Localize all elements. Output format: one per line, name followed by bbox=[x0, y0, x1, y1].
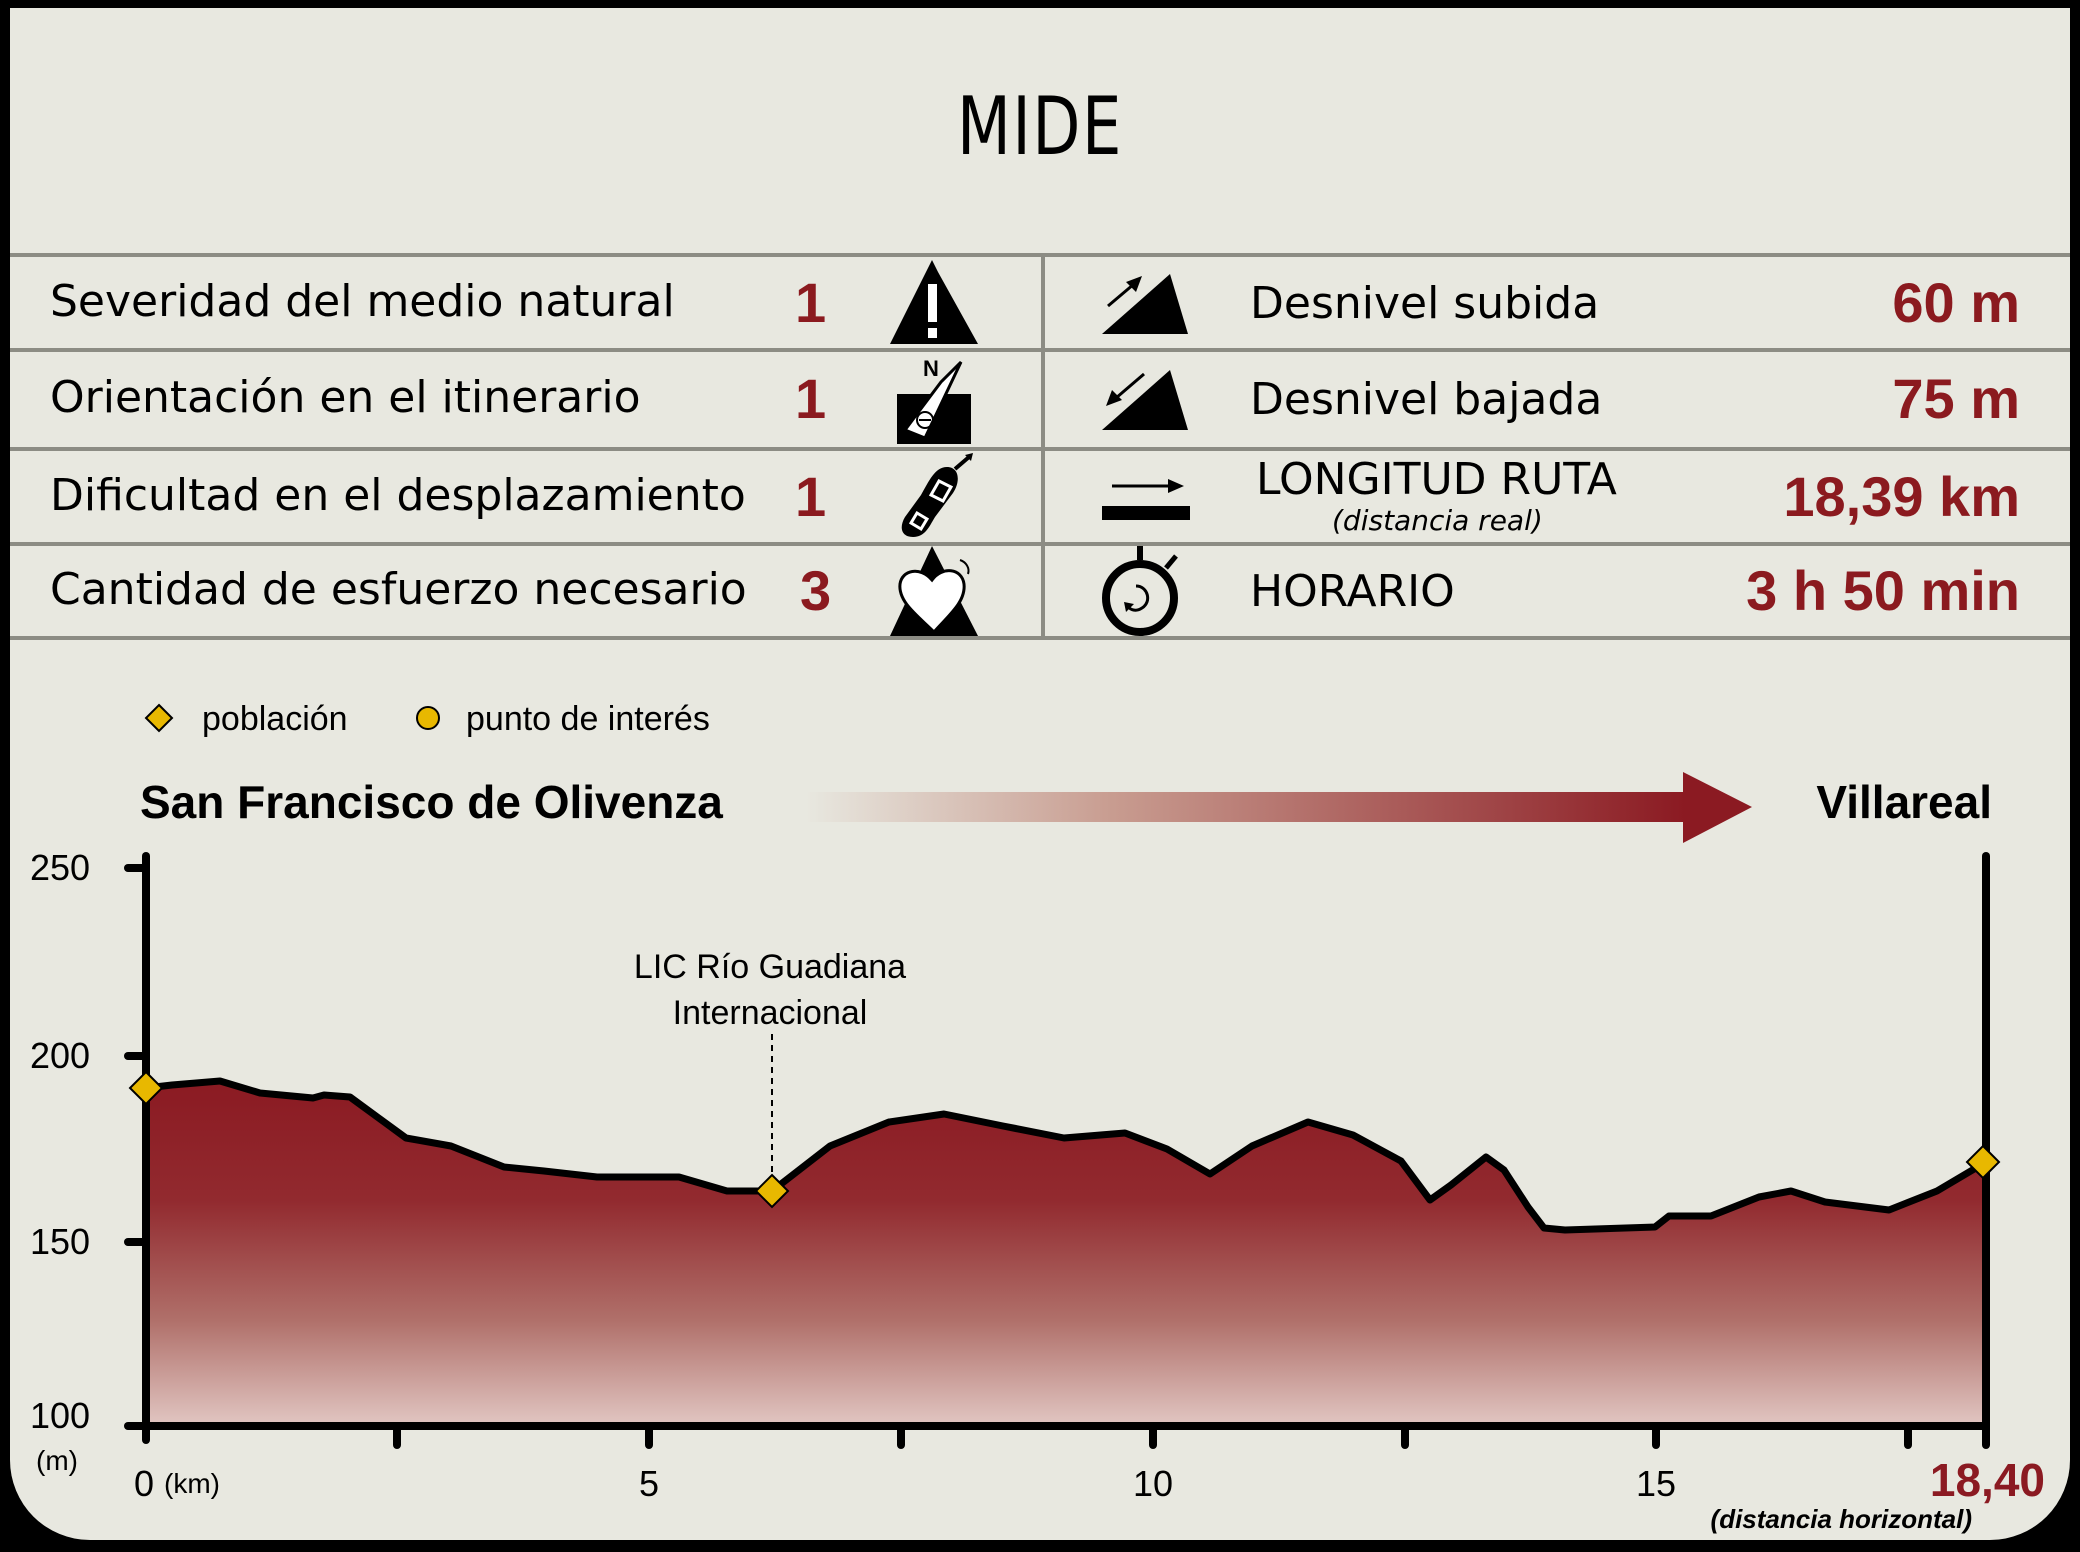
legend-punto-interes: punto de interés bbox=[466, 700, 710, 738]
stat-row-label: Desnivel bajada bbox=[1250, 374, 1603, 425]
table-divider bbox=[10, 542, 2070, 546]
x-tick-label: 15 bbox=[1636, 1463, 1676, 1504]
table-divider bbox=[10, 253, 2070, 257]
y-tick-label: 100 bbox=[30, 1395, 90, 1436]
x-end-sublabel: (distancia horizontal) bbox=[1711, 1504, 1972, 1534]
stat-row-value: 18,39 km bbox=[1783, 465, 2020, 528]
x-tick-label: 0 bbox=[134, 1463, 154, 1504]
stat-row-value: 75 m bbox=[1892, 367, 2020, 430]
y-axis bbox=[124, 852, 150, 1444]
distance-arrow-icon bbox=[1102, 479, 1190, 520]
route-end: Villareal bbox=[1816, 776, 1992, 828]
mide-row-value: 1 bbox=[795, 367, 827, 430]
elevation-profile-chart: población punto de interés San Francisco… bbox=[30, 700, 2045, 1534]
stat-row-value: 60 m bbox=[1892, 271, 2020, 334]
punto-interes-circle-icon bbox=[416, 706, 440, 730]
mide-panel: MIDE Severidad del medio natural 1 Orien… bbox=[10, 8, 2070, 1540]
direction-arrow-icon bbox=[805, 772, 1752, 843]
stat-row-label: LONGITUD RUTA bbox=[1256, 454, 1617, 505]
poblacion-marker-end bbox=[1965, 1144, 2001, 1180]
legend-poblacion: población bbox=[202, 700, 348, 738]
poblacion-marker-lic bbox=[754, 1173, 790, 1209]
elevation-area bbox=[146, 1081, 1986, 1423]
y-tick-label: 150 bbox=[30, 1221, 90, 1262]
annotation-label: LIC Río Guadiana bbox=[634, 948, 906, 986]
mide-row-value: 1 bbox=[795, 271, 827, 334]
x-tick-label: 5 bbox=[639, 1463, 659, 1504]
mide-row-value: 1 bbox=[795, 465, 827, 528]
x-tick-label: 10 bbox=[1133, 1463, 1173, 1504]
mide-row-value: 3 bbox=[800, 559, 832, 622]
mide-row-label: Severidad del medio natural bbox=[50, 276, 675, 327]
compass-orientation-icon: N bbox=[897, 356, 971, 444]
poblacion-marker-start bbox=[128, 1070, 164, 1106]
x-end-value: 18,40 bbox=[1930, 1454, 2045, 1506]
x-axis-unit: (km) bbox=[164, 1468, 220, 1499]
y-tick-label: 200 bbox=[30, 1035, 90, 1076]
stat-row-label: Desnivel subida bbox=[1250, 278, 1600, 329]
annotation-lic-rio-guadiana: LIC Río Guadiana Internacional bbox=[634, 948, 906, 1178]
mide-row-label: Dificultad en el desplazamiento bbox=[50, 470, 746, 521]
poblacion-diamond-icon bbox=[144, 703, 174, 733]
mide-row-label: Orientación en el itinerario bbox=[50, 372, 641, 423]
route-start: San Francisco de Olivenza bbox=[140, 776, 723, 828]
y-axis-unit: (m) bbox=[36, 1445, 78, 1476]
ascent-icon bbox=[1102, 274, 1188, 334]
mide-row-label: Cantidad de esfuerzo necesario bbox=[50, 564, 747, 615]
heart-effort-icon bbox=[890, 546, 978, 636]
annotation-label: Internacional bbox=[673, 994, 868, 1032]
elevation-line bbox=[145, 1077, 1988, 1234]
stat-row-sublabel: (distancia real) bbox=[1332, 504, 1543, 537]
footprint-icon bbox=[901, 453, 973, 537]
table-divider bbox=[10, 348, 2070, 352]
stopwatch-icon bbox=[1102, 546, 1178, 636]
mountain-exclamation-icon bbox=[890, 260, 978, 344]
descent-icon bbox=[1102, 370, 1188, 430]
stat-row-value: 3 h 50 min bbox=[1746, 559, 2020, 622]
table-column-divider bbox=[1041, 257, 1045, 639]
chart-legend: población punto de interés bbox=[144, 700, 710, 738]
y-tick-label: 250 bbox=[30, 847, 90, 888]
svg-text:N: N bbox=[923, 356, 939, 381]
page-title: MIDE bbox=[957, 80, 1123, 173]
x-axis bbox=[124, 1422, 1990, 1449]
table-divider bbox=[10, 447, 2070, 451]
table-divider bbox=[10, 636, 2070, 640]
stat-row-label: HORARIO bbox=[1250, 566, 1455, 617]
